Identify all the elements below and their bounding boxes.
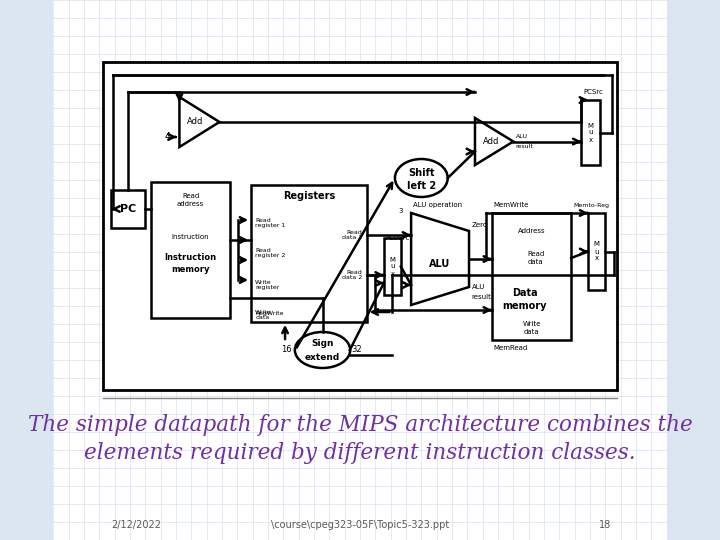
Text: 16: 16 [282, 346, 292, 354]
Text: MemWrite: MemWrite [494, 202, 529, 208]
Polygon shape [475, 118, 513, 165]
Text: PC: PC [120, 204, 137, 214]
Bar [492, 213, 571, 340]
Text: Add: Add [482, 137, 499, 146]
Text: elements required by different instruction classes.: elements required by different instructi… [84, 442, 636, 464]
Bar [151, 182, 230, 318]
Text: Sign: Sign [311, 340, 334, 348]
Bar [112, 190, 145, 228]
Polygon shape [179, 97, 220, 147]
Text: Address: Address [518, 228, 546, 234]
Text: memory: memory [171, 265, 210, 273]
Text: Data: Data [512, 288, 538, 298]
Text: Shift: Shift [408, 168, 435, 178]
Ellipse shape [295, 332, 350, 368]
Text: ALU: ALU [472, 284, 485, 290]
Text: ALUSrc: ALUSrc [385, 235, 410, 241]
Text: ALU: ALU [516, 134, 528, 139]
Text: Instruction: Instruction [171, 234, 210, 240]
Ellipse shape [395, 159, 448, 197]
Text: Read
register 1: Read register 1 [255, 218, 286, 228]
Text: M
u
x: M u x [594, 241, 600, 261]
Bar [588, 213, 606, 290]
Text: 3: 3 [399, 208, 403, 214]
Text: Read
address: Read address [177, 193, 204, 206]
Text: PCSrc: PCSrc [583, 89, 603, 95]
Text: MemRead: MemRead [494, 345, 528, 351]
Text: The simple datapath for the MIPS architecture combines the: The simple datapath for the MIPS archite… [27, 414, 693, 436]
Bar [103, 62, 617, 390]
Text: 32: 32 [351, 346, 362, 354]
Text: Write
data: Write data [523, 321, 541, 334]
Text: Read
data 2: Read data 2 [342, 269, 363, 280]
Text: 18: 18 [599, 520, 611, 530]
Text: result: result [516, 144, 534, 149]
Text: \course\cpeg323-05F\Topic5-323.ppt: \course\cpeg323-05F\Topic5-323.ppt [271, 520, 449, 530]
Text: Write
data: Write data [255, 309, 272, 320]
Text: Memto-Reg: Memto-Reg [574, 202, 610, 207]
Text: M
u
x: M u x [390, 256, 395, 276]
Text: RegWrite: RegWrite [255, 312, 284, 316]
Text: 2/12/2022: 2/12/2022 [112, 520, 161, 530]
Text: Zero: Zero [472, 222, 487, 228]
Text: ALU operation: ALU operation [413, 202, 462, 208]
Text: 4: 4 [164, 132, 171, 142]
Text: Instruction: Instruction [164, 253, 217, 261]
Text: memory: memory [503, 301, 547, 311]
Text: Add: Add [187, 118, 203, 126]
Text: Registers: Registers [283, 191, 335, 201]
Text: Read
data 1: Read data 1 [343, 230, 363, 240]
Text: result: result [472, 294, 492, 300]
Text: ALU: ALU [429, 259, 451, 269]
Text: Read
register 2: Read register 2 [255, 248, 286, 259]
Text: extend: extend [305, 353, 340, 361]
Polygon shape [411, 213, 469, 305]
Bar [384, 238, 401, 295]
Text: Write
register: Write register [255, 280, 279, 291]
Bar [251, 185, 366, 322]
Bar [582, 100, 600, 165]
Text: Read
data: Read data [527, 252, 544, 265]
Text: M
u
x: M u x [588, 123, 594, 143]
Text: left 2: left 2 [407, 181, 436, 191]
